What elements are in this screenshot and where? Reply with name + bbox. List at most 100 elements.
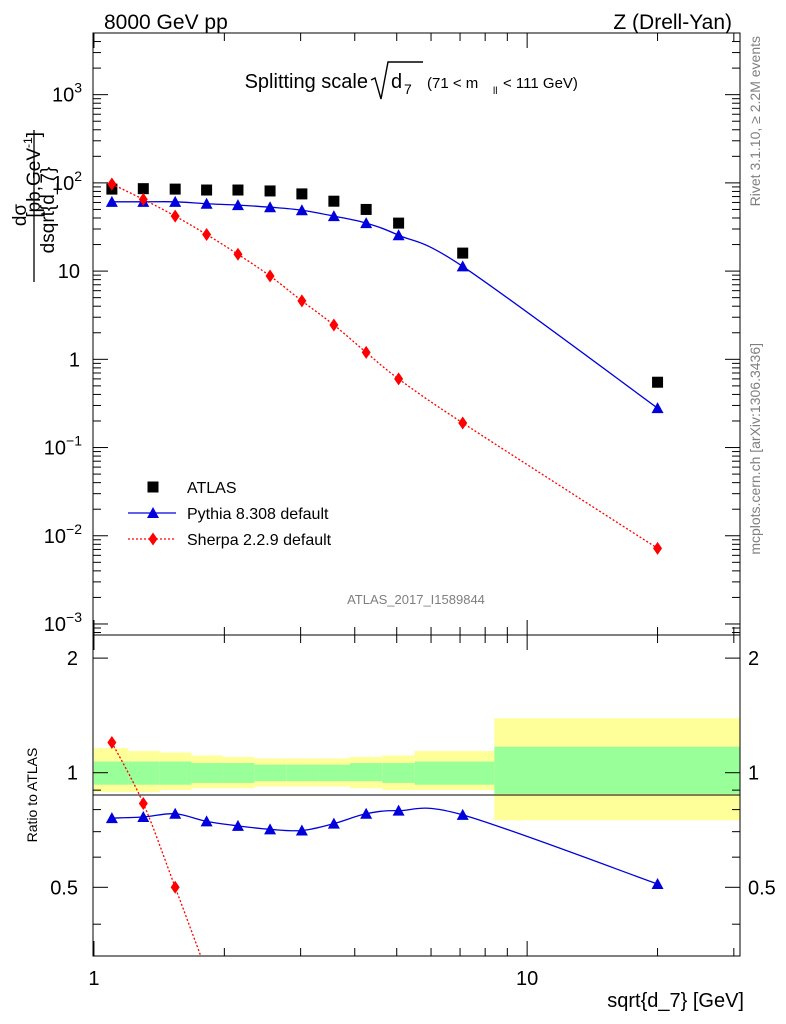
header-right: Z (Drell-Yan)	[613, 11, 732, 34]
y-tick-label: 103	[52, 80, 82, 107]
title-range-end: < 111 GeV)	[503, 75, 578, 92]
chart-title: Splitting scale d 7 (71 < m ll < 111 GeV…	[245, 61, 578, 100]
pythia-point	[200, 197, 213, 209]
stat-uncertainty-band	[222, 763, 255, 783]
pythia-ratio-point	[200, 815, 213, 827]
y-tick-label: 10−3	[44, 609, 82, 636]
pythia-ratio-point	[392, 804, 405, 816]
pythia-point	[169, 195, 182, 207]
y-tick-label: 10−1	[44, 433, 82, 460]
pythia-ratio-point	[169, 807, 182, 819]
stat-uncertainty-band	[414, 761, 495, 785]
atlas-point	[457, 247, 469, 259]
y-tick-label: 102	[52, 168, 82, 195]
uncertainty-bands	[93, 718, 740, 821]
pythia-point	[105, 195, 118, 207]
atlas-point	[137, 183, 149, 195]
ylabel-unit: [pb,GeV-1]	[21, 132, 45, 218]
title-sqrt-d: d	[391, 71, 402, 93]
legend-pythia-label: Pythia 8.308 default	[187, 506, 329, 523]
atlas-point	[393, 217, 405, 229]
legend-sherpa-label: Sherpa 2.2.9 default	[187, 532, 332, 549]
ratio-y-tick-label-left: 2	[67, 648, 78, 670]
title-sqrt-sub: 7	[404, 81, 412, 97]
pythia-ratio-point	[295, 824, 308, 836]
mcplots-label: mcplots.cern.ch [arXiv:1306.3436]	[747, 343, 763, 555]
x-tick-label: 10	[516, 968, 538, 990]
pythia-ratio-point	[456, 808, 469, 820]
upper-series	[105, 177, 664, 555]
pythia-ratio-point	[105, 812, 118, 824]
pythia-ratio-point	[360, 807, 373, 819]
pythia-point	[456, 260, 469, 272]
sherpa-point	[138, 192, 148, 206]
pythia-ratio-point	[327, 817, 340, 829]
upper-y-axis-label: dσ dsqrt{d_7} [pb,GeV-1]	[10, 130, 59, 282]
ratio-y-tick-label-left: 0.5	[50, 877, 78, 899]
pythia-ratio-point	[264, 823, 277, 835]
sherpa-point	[233, 247, 243, 261]
title-range-sub: ll	[493, 86, 497, 97]
ylabel-numerator: dσ	[10, 204, 31, 227]
sherpa-point	[297, 294, 307, 308]
sherpa-point	[653, 541, 663, 555]
ratio-y-tick-label-right: 0.5	[748, 877, 776, 899]
atlas-point	[232, 184, 244, 196]
sherpa-point	[107, 177, 117, 191]
pythia-ratio-point	[651, 878, 664, 890]
sherpa-ratio-point	[107, 736, 117, 750]
y-tick-label: 10	[58, 261, 80, 283]
pythia-ratio-point	[231, 819, 244, 831]
pythia-point	[651, 402, 664, 414]
y-tick-label: 10−2	[44, 521, 82, 548]
sherpa-ratio-line	[111, 742, 202, 956]
atlas-point	[360, 203, 372, 215]
atlas-point	[328, 195, 340, 207]
pythia-line	[111, 201, 658, 409]
stat-uncertainty-band	[318, 764, 350, 782]
stat-uncertainty-band	[382, 763, 415, 783]
sherpa-point	[329, 318, 339, 332]
legend: ATLAS Pythia 8.308 default Sherpa 2.2.9 de…	[128, 480, 332, 549]
sherpa-point	[394, 372, 404, 386]
sherpa-ratio-point	[138, 797, 148, 811]
pythia-ratio-point	[137, 810, 150, 822]
sherpa-point	[202, 227, 212, 241]
sherpa-point	[458, 416, 468, 430]
stat-uncertainty-band	[128, 761, 160, 785]
pythia-point	[264, 201, 277, 213]
legend-atlas-label: ATLAS	[187, 480, 237, 497]
stat-uncertainty-band	[286, 764, 319, 782]
analysis-label: ATLAS_2017_I1589844	[347, 592, 485, 607]
legend-atlas-marker	[147, 481, 159, 493]
pythia-point	[327, 210, 340, 222]
y-tick-label: 1	[69, 349, 80, 371]
stat-uncertainty-band	[159, 761, 192, 785]
sqrt-sign	[370, 61, 423, 100]
pythia-point	[231, 199, 244, 211]
pythia-point	[392, 229, 405, 241]
title-main: Splitting scale	[245, 71, 368, 93]
ratio-series	[105, 736, 664, 956]
sherpa-ratio-point	[170, 880, 180, 894]
legend-pythia-marker	[147, 507, 159, 518]
atlas-point	[169, 183, 181, 195]
atlas-point	[264, 185, 276, 197]
header-left: 8000 GeV pp	[104, 11, 228, 34]
ratio-y-tick-label-right: 2	[748, 648, 759, 670]
ratio-y-tick-label-left: 1	[67, 763, 78, 785]
pythia-point	[295, 204, 308, 216]
stat-uncertainty-band	[93, 761, 129, 785]
sherpa-point	[170, 209, 180, 223]
pythia-point	[360, 217, 373, 229]
legend-sherpa-marker	[148, 532, 158, 546]
stat-uncertainty-band	[254, 764, 287, 782]
atlas-point	[201, 184, 213, 196]
title-range: (71 < m	[427, 75, 478, 92]
stat-uncertainty-band	[191, 763, 223, 783]
stat-uncertainty-band	[349, 763, 383, 782]
atlas-point	[652, 376, 664, 388]
stat-uncertainty-band	[494, 746, 740, 794]
